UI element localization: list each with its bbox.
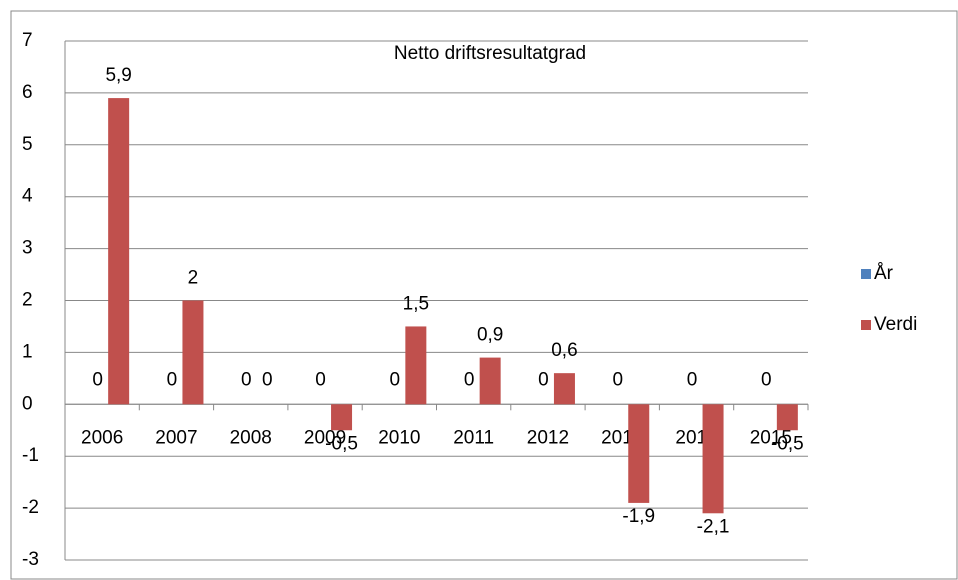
- x-tick-label: 2008: [230, 427, 272, 448]
- chart-title: Netto driftsresultatgrad: [394, 43, 586, 64]
- bar: [331, 404, 353, 431]
- x-tick-label: 2010: [378, 427, 420, 448]
- data-label: 0: [92, 369, 103, 390]
- legend-label: Verdi: [874, 314, 917, 335]
- bar: [182, 300, 204, 405]
- bar: [628, 404, 650, 503]
- bar: [108, 98, 130, 405]
- data-label: 0: [761, 369, 772, 390]
- bar: [479, 357, 501, 405]
- data-label: 0: [315, 369, 326, 390]
- y-tick-label: -2: [22, 497, 39, 518]
- y-tick-label: -1: [22, 445, 39, 466]
- data-label: 5,9: [105, 65, 131, 86]
- bar: [405, 326, 427, 405]
- bar: [553, 373, 575, 405]
- x-tick-label: 2006: [81, 427, 123, 448]
- data-label: 0: [612, 369, 623, 390]
- x-tick-label: 2011: [453, 427, 494, 448]
- data-label: 0,6: [551, 340, 577, 361]
- x-tick-label: 2009: [304, 427, 346, 448]
- data-label: -1,9: [622, 506, 655, 527]
- legend-swatch: [861, 269, 871, 279]
- y-tick-label: 6: [22, 82, 33, 103]
- legend-swatch: [861, 320, 871, 330]
- data-label: 0: [464, 369, 475, 390]
- data-label: 1,5: [403, 293, 429, 314]
- data-label: 0: [538, 369, 549, 390]
- bar: [776, 404, 798, 431]
- data-label: 2: [188, 268, 199, 289]
- data-label: -0,5: [325, 433, 358, 454]
- y-tick-label: 7: [22, 30, 33, 51]
- data-label: -2,1: [697, 516, 730, 537]
- y-tick-label: 1: [22, 341, 33, 362]
- data-label: 0: [262, 369, 273, 390]
- bar: [702, 404, 724, 514]
- x-tick-label: 2007: [155, 427, 197, 448]
- y-tick-label: 0: [22, 393, 33, 414]
- data-label: 0: [241, 369, 252, 390]
- y-tick-label: 5: [22, 134, 33, 155]
- data-label: 0: [167, 369, 178, 390]
- data-label: 0,9: [477, 325, 503, 346]
- x-tick-label: 2012: [527, 427, 569, 448]
- x-tick-label: 2015: [750, 427, 792, 448]
- y-tick-label: 2: [22, 290, 33, 311]
- data-label: 0: [687, 369, 698, 390]
- y-tick-label: 3: [22, 238, 33, 259]
- y-tick-label: 4: [22, 186, 33, 207]
- legend-label: År: [874, 263, 894, 284]
- chart-frame: [10, 10, 958, 580]
- data-label: -0,5: [771, 433, 804, 454]
- y-tick-label: -3: [22, 549, 39, 570]
- data-label: 0: [390, 369, 401, 390]
